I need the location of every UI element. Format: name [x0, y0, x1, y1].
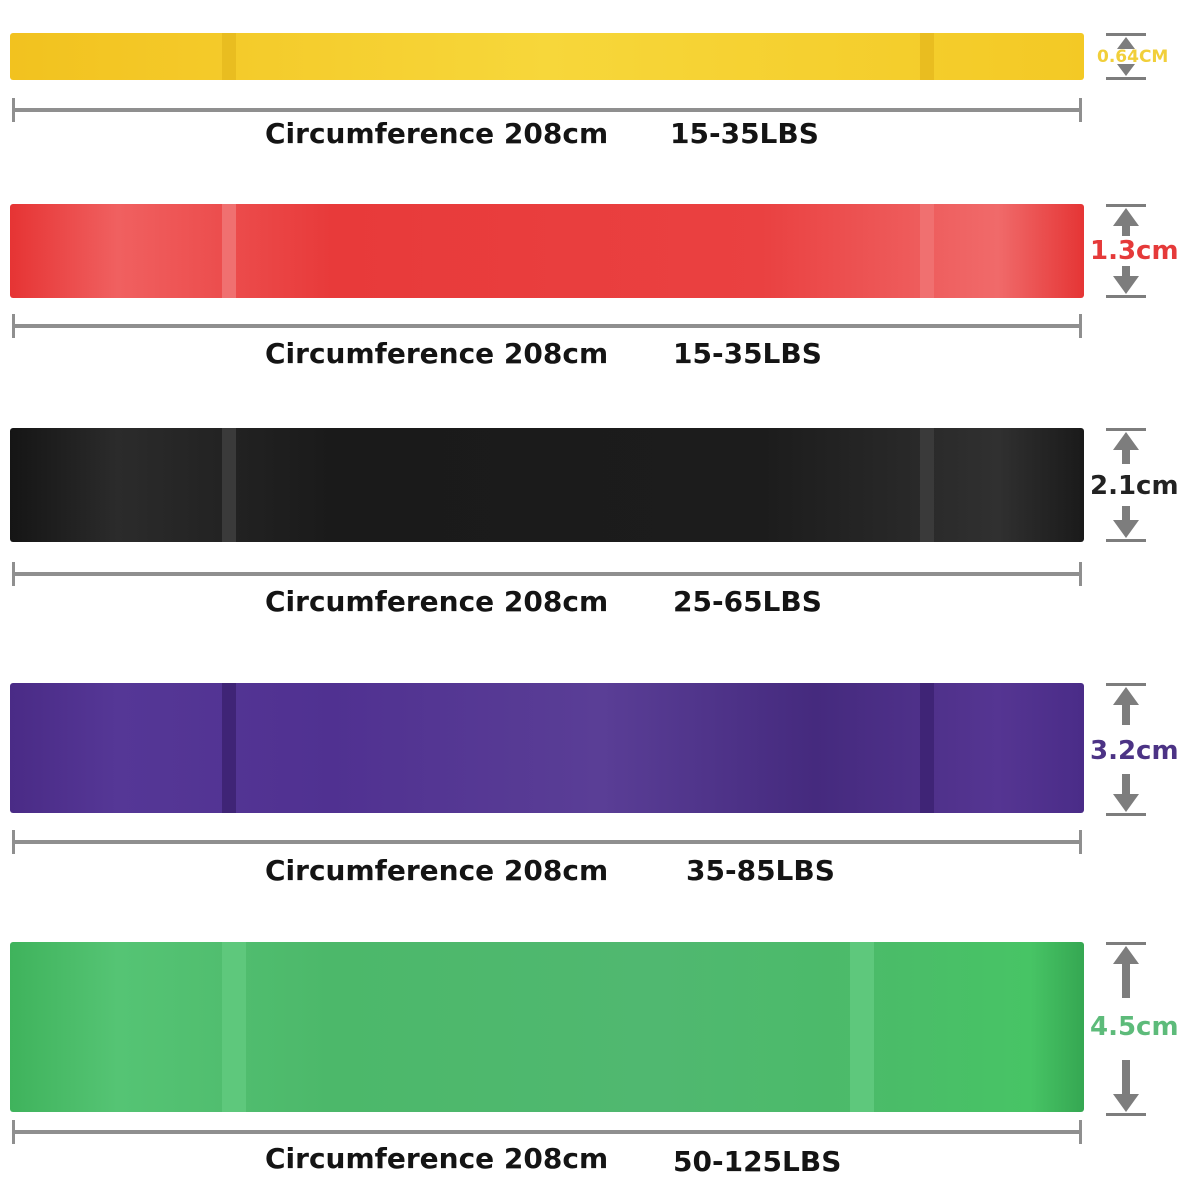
band-loop — [222, 428, 236, 542]
band-loop — [222, 942, 246, 1112]
band-loop — [920, 683, 934, 813]
circumference-label: Circumference 208cm — [265, 120, 608, 148]
band-width-label: 4.5cm — [1090, 1014, 1179, 1040]
circumference-ruler — [12, 1130, 1082, 1134]
band-black — [10, 428, 1084, 542]
band-red — [10, 204, 1084, 298]
circumference-label: Circumference 208cm — [265, 857, 608, 885]
band-width-label: 2.1cm — [1090, 473, 1179, 499]
band-loop — [920, 204, 934, 298]
resistance-label: 35-85LBS — [686, 857, 835, 885]
band-width-label: 1.3cm — [1090, 238, 1179, 264]
band-loop — [920, 428, 934, 542]
circumference-label: Circumference 208cm — [265, 588, 608, 616]
circumference-ruler — [12, 840, 1082, 844]
band-loop — [920, 33, 934, 80]
band-loop — [222, 204, 236, 298]
circumference-label: Circumference 208cm — [265, 340, 608, 368]
band-loop — [222, 33, 236, 80]
circumference-ruler — [12, 324, 1082, 328]
circumference-ruler — [12, 572, 1082, 576]
circumference-ruler — [12, 108, 1082, 112]
band-yellow — [10, 33, 1084, 80]
resistance-label: 25-65LBS — [673, 588, 822, 616]
band-loop — [850, 942, 874, 1112]
resistance-label: 15-35LBS — [673, 340, 822, 368]
circumference-label: Circumference 208cm — [265, 1145, 608, 1173]
band-width-label: 3.2cm — [1090, 738, 1179, 764]
resistance-label: 15-35LBS — [670, 120, 819, 148]
band-loop — [222, 683, 236, 813]
resistance-label: 50-125LBS — [673, 1148, 841, 1176]
band-green — [10, 942, 1084, 1112]
band-purple — [10, 683, 1084, 813]
band-width-label: 0.64CM — [1097, 49, 1168, 66]
